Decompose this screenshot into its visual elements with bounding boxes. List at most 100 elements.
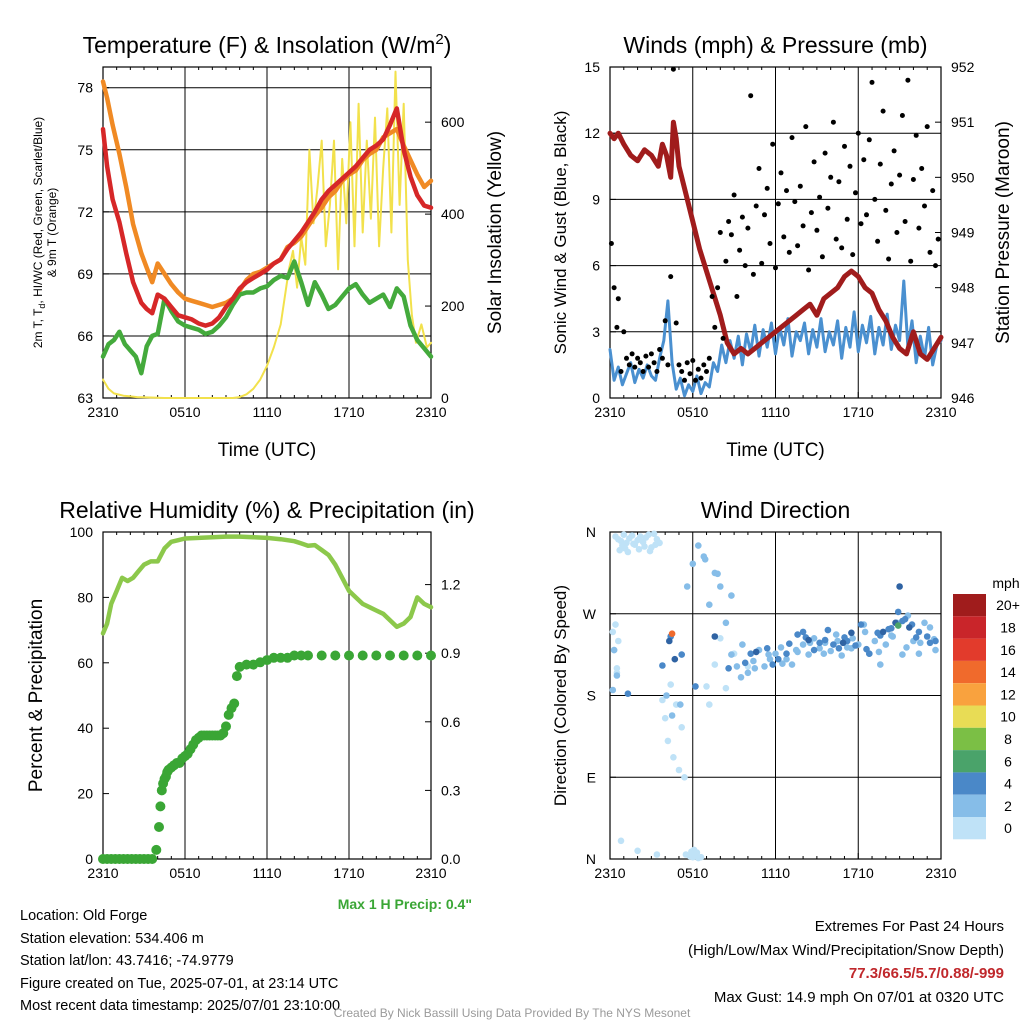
gust-point <box>910 177 916 182</box>
direction-point <box>610 646 618 654</box>
gust-point <box>665 362 671 368</box>
gust-point <box>695 366 701 372</box>
gust-point <box>629 351 635 357</box>
direction-point <box>894 608 902 616</box>
direction-point <box>885 625 892 633</box>
gust-point <box>930 188 936 194</box>
colorbar-label: 18 <box>1000 619 1016 635</box>
direction-point <box>670 754 677 761</box>
direction-point <box>714 570 721 578</box>
direction-point <box>728 592 735 599</box>
direction-point <box>915 628 923 636</box>
gust-point <box>728 232 734 238</box>
direction-point <box>703 683 710 690</box>
gust-point <box>704 369 709 374</box>
direction-point <box>824 626 832 634</box>
direction-point <box>717 583 724 590</box>
gust-point <box>659 355 665 361</box>
colorbar-label: 20+ <box>996 597 1020 613</box>
x-tick-label: 2310 <box>925 404 956 420</box>
location-line: Location: Old Forge <box>20 908 148 924</box>
colorbar-swatch <box>953 705 986 728</box>
gust-point <box>828 174 834 180</box>
gust-point <box>762 212 767 218</box>
precip-point <box>303 650 313 661</box>
gust-point <box>935 236 941 242</box>
x-tick-label: 2310 <box>594 865 625 881</box>
direction-point <box>617 837 625 845</box>
gust-point <box>814 227 820 233</box>
gust-point <box>797 183 803 189</box>
y-tick-label: 6 <box>592 258 600 274</box>
extremes-title: Extremes For Past 24 Hours <box>814 918 1004 935</box>
gust-point <box>608 241 614 246</box>
y2-tick-label: 0.6 <box>441 714 461 730</box>
temperature-series-line <box>100 259 434 376</box>
direction-point <box>805 636 812 644</box>
direction-point <box>678 724 685 731</box>
colorbar-label: 10 <box>1000 709 1016 725</box>
direction-point <box>894 622 902 629</box>
direction-point <box>664 737 672 745</box>
direction-point <box>799 628 807 636</box>
y-tick-label: 12 <box>584 125 600 141</box>
gust-point <box>753 203 759 209</box>
precip-point <box>229 698 240 709</box>
y2-tick-label: 600 <box>441 114 465 130</box>
y2-tick-label: 947 <box>951 335 975 351</box>
direction-point <box>661 714 669 722</box>
direction-point <box>697 853 705 861</box>
direction-point <box>744 669 752 677</box>
gust-point <box>621 329 627 335</box>
colorbar-swatch <box>953 638 986 661</box>
gust-point <box>792 199 798 205</box>
y2-tick-label: 952 <box>951 59 975 75</box>
x-tick-label: 1710 <box>333 404 364 420</box>
gust-point <box>913 132 919 138</box>
direction-point <box>695 542 702 549</box>
gust-point <box>866 137 872 143</box>
colorbar-label: 14 <box>1000 664 1016 680</box>
y-tick-label: 60 <box>77 655 93 671</box>
extremes-values: 77.3/66.5/5.7/0.88/-999 <box>848 965 1004 982</box>
x-tick-label: 1710 <box>333 865 364 881</box>
gust-point <box>886 256 892 262</box>
x-tick-label: 0510 <box>677 865 708 881</box>
direction-point <box>777 644 785 651</box>
y-tick-label: 40 <box>77 720 93 736</box>
y-tick-label: 66 <box>77 328 93 344</box>
direction-point <box>650 530 658 538</box>
y2-tick-label: 200 <box>441 298 465 314</box>
x-tick-label: 2310 <box>594 404 625 420</box>
x-tick-label: 2310 <box>87 865 118 881</box>
panel-title: Temperature (F) & Insolation (W/m2) <box>83 31 452 58</box>
direction-point <box>852 642 859 649</box>
gust-point <box>875 238 881 244</box>
direction-point <box>877 661 884 668</box>
precip-point <box>398 650 409 661</box>
direction-point <box>783 650 790 657</box>
gust-point <box>742 263 748 269</box>
direction-point <box>816 645 823 652</box>
direction-point <box>701 556 709 563</box>
gust-point <box>811 159 817 165</box>
gust-point <box>850 252 856 258</box>
gust-point <box>786 249 792 255</box>
x-axis-label: Time (UTC) <box>218 440 317 461</box>
gust-point <box>902 219 908 224</box>
precip-point <box>151 844 162 855</box>
speed-colorbar: mph 20+ 18 16 14 12 10 8 6 4 2 0 <box>953 575 1020 840</box>
y2-tick-label: 0.9 <box>441 645 461 661</box>
direction-point <box>763 645 771 652</box>
gust-point <box>726 219 732 224</box>
direction-point <box>750 657 757 665</box>
gust-point <box>817 194 823 200</box>
y-axis-label: Percent & Precipitation <box>26 599 47 792</box>
direction-point <box>926 639 934 647</box>
precip-point <box>357 650 368 661</box>
direction-point <box>706 701 713 708</box>
direction-point <box>932 637 939 645</box>
